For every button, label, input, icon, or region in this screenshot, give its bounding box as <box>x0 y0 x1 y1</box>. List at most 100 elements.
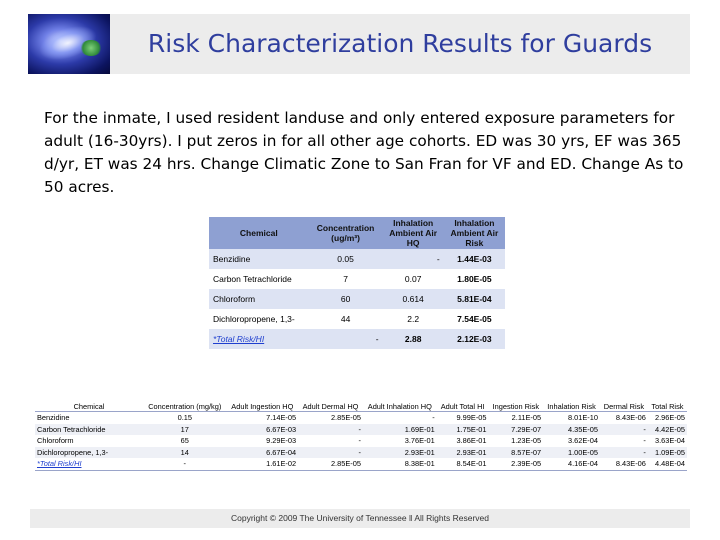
value-cell: 2.11E-05 <box>511 413 542 423</box>
table-row: Benzidine 0.15 7.14E-05 2.85E-05 - 9.99E… <box>35 412 687 424</box>
value-cell: 1.61E-02 <box>226 458 299 471</box>
value-cell: 7 <box>308 269 383 289</box>
value-cell: 8.38E-01 <box>362 458 437 471</box>
value-cell: - <box>643 436 646 446</box>
table-row: *Total Risk/HI - 1.61E-02 2.85E-05 8.38E… <box>35 458 687 471</box>
slide-title: Risk Characterization Results for Guards <box>147 29 653 58</box>
value-cell: 0.07 <box>382 269 444 289</box>
value-cell: 0.614 <box>382 289 444 309</box>
column-header: Chemical <box>35 389 143 412</box>
total-risk-link[interactable]: *Total Risk/HI <box>209 329 309 349</box>
value-cell: - <box>298 423 363 435</box>
column-header: Adult Inhalation HQ <box>362 389 437 412</box>
column-header: Adult Total HI <box>436 389 489 412</box>
value-cell: 1.09E-05 <box>647 446 687 458</box>
value-cell: 3.63E-04 <box>655 436 685 446</box>
value-cell: 65 <box>180 436 189 446</box>
value-cell: 6.67E-03 <box>226 423 299 435</box>
value-cell: - <box>358 436 361 446</box>
column-header: Adult Dermal HQ <box>298 389 363 412</box>
value-cell: - <box>432 413 435 423</box>
value-cell: 1.80E-05 <box>443 269 505 289</box>
value-cell: 7.29E-07 <box>488 423 544 435</box>
value-cell: 3.62E-04 <box>567 436 598 446</box>
value-cell: 9.29E-03 <box>266 436 297 446</box>
table-row: Chloroform 65 9.29E-03 - 3.76E-01 3.86E-… <box>35 435 687 447</box>
value-cell: 2.93E-01 <box>436 446 489 458</box>
table-row: Dichloropropene, 1,3- 14 6.67E-04 - 2.93… <box>35 446 687 458</box>
value-cell: 7.54E-05 <box>443 309 505 329</box>
value-cell: 2.85E-05 <box>330 413 361 423</box>
value-cell: 1.75E-01 <box>436 423 489 435</box>
value-cell: - <box>599 423 648 435</box>
value-cell: 2.2 <box>382 309 444 329</box>
chemical-cell: Benzidine <box>37 413 70 423</box>
value-cell: 4.48E-04 <box>647 458 687 471</box>
value-cell: 1.69E-01 <box>362 423 437 435</box>
chemical-cell: Benzidine <box>209 249 309 269</box>
column-header: Ingestion Risk <box>488 389 544 412</box>
column-header: Total Risk <box>647 389 687 412</box>
table-header-row: Chemical Concentration (ug/m³) Inhalatio… <box>209 217 505 249</box>
value-cell: 1.00E-05 <box>543 446 600 458</box>
value-cell: 8.43E-06 <box>615 413 646 423</box>
value-cell: 2.39E-05 <box>488 458 544 471</box>
value-cell: 0.15 <box>177 413 192 423</box>
value-cell: 8.01E-10 <box>567 413 598 423</box>
column-header: Concentration (mg/kg) <box>143 389 227 412</box>
column-header: Adult Ingestion HQ <box>226 389 299 412</box>
table-row: Chloroform 60 0.614 5.81E-04 <box>209 289 505 309</box>
table-header-row: Chemical Concentration (mg/kg) Adult Ing… <box>35 389 687 412</box>
value-cell: 14 <box>143 446 227 458</box>
chemical-cell: Carbon Tetrachloride <box>209 269 309 289</box>
value-cell: - <box>143 458 227 471</box>
value-cell: 1.23E-05 <box>511 436 542 446</box>
chemical-cell: Chloroform <box>209 289 309 309</box>
soil-risk-table: Chemical Concentration (mg/kg) Adult Ing… <box>35 389 687 471</box>
value-cell: 8.54E-01 <box>436 458 489 471</box>
value-cell: 4.16E-04 <box>543 458 600 471</box>
value-cell: 4.42E-05 <box>647 423 687 435</box>
value-cell: 2.85E-05 <box>298 458 363 471</box>
value-cell: 9.99E-05 <box>456 413 487 423</box>
value-cell: 2.12E-03 <box>443 329 505 349</box>
value-cell: 3.76E-01 <box>404 436 435 446</box>
chemical-cell: Carbon Tetrachloride <box>35 423 143 435</box>
total-risk-link[interactable]: *Total Risk/HI <box>35 458 143 471</box>
value-cell: 7.14E-05 <box>266 413 297 423</box>
column-header: Inhalation Risk <box>543 389 600 412</box>
table-row: Benzidine 0.05 - 1.44E-03 <box>209 249 505 269</box>
copyright-text: Copyright © 2009 The University of Tenne… <box>231 513 489 523</box>
value-cell: 2.93E-01 <box>362 446 437 458</box>
title-bar: Risk Characterization Results for Guards <box>28 14 690 74</box>
value-cell: - <box>298 446 363 458</box>
value-cell: 17 <box>143 423 227 435</box>
body-paragraph: For the inmate, I used resident landuse … <box>44 109 684 196</box>
table-row: Carbon Tetrachloride 7 0.07 1.80E-05 <box>209 269 505 289</box>
value-cell: - <box>382 249 444 269</box>
chemical-cell: Dichloropropene, 1,3- <box>209 309 309 329</box>
value-cell: 2.96E-05 <box>655 413 685 423</box>
value-cell: 3.86E-01 <box>456 436 487 446</box>
value-cell: 8.43E-06 <box>599 458 648 471</box>
table-row: *Total Risk/HI - 2.88 2.12E-03 <box>209 329 505 349</box>
value-cell: 4.35E-05 <box>543 423 600 435</box>
column-header: Inhalation Ambient Air HQ <box>382 217 444 249</box>
value-cell: 0.05 <box>308 249 383 269</box>
globe-logo-image <box>28 14 110 74</box>
value-cell: 2.88 <box>382 329 444 349</box>
inhalation-risk-table: Chemical Concentration (ug/m³) Inhalatio… <box>209 217 505 349</box>
value-cell: 8.57E-07 <box>488 446 544 458</box>
chemical-cell: Dichloropropene, 1,3- <box>35 446 143 458</box>
value-cell: 60 <box>308 289 383 309</box>
column-header: Chemical <box>209 217 309 249</box>
table-row: Dichloropropene, 1,3- 44 2.2 7.54E-05 <box>209 309 505 329</box>
value-cell: 6.67E-04 <box>226 446 299 458</box>
value-cell: 5.81E-04 <box>443 289 505 309</box>
column-header: Dermal Risk <box>599 389 648 412</box>
value-cell: - <box>599 446 648 458</box>
value-cell: 44 <box>308 309 383 329</box>
value-cell: - <box>308 329 383 349</box>
chemical-cell: Chloroform <box>37 436 74 446</box>
table-row: Carbon Tetrachloride 17 6.67E-03 - 1.69E… <box>35 423 687 435</box>
